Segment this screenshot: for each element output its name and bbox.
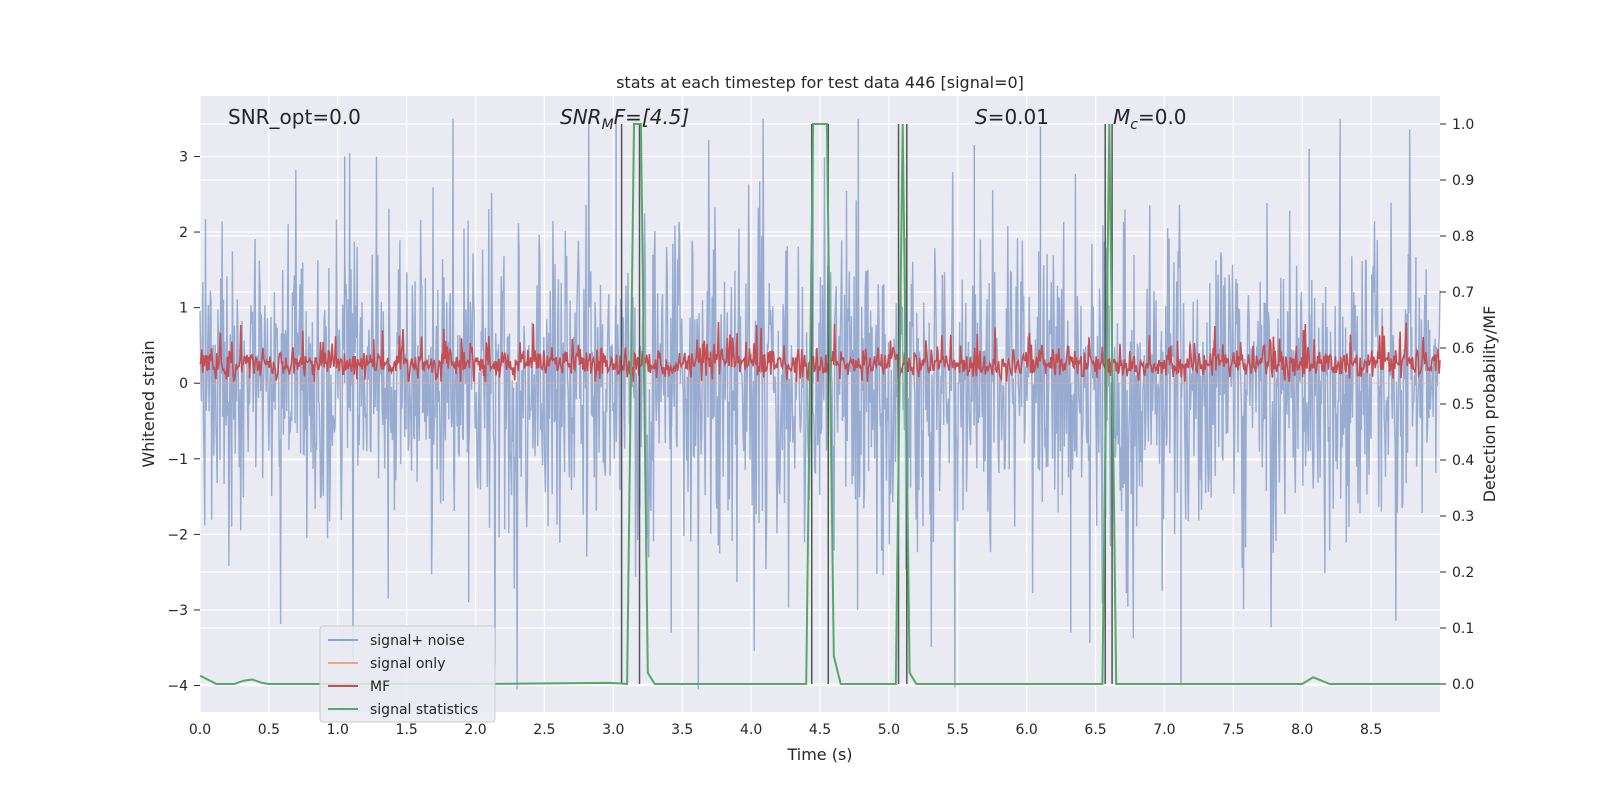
snr-mf-base: SNR (560, 105, 602, 129)
x-tick-label: 3.5 (671, 722, 693, 738)
chart-title: stats at each timestep for test data 446… (616, 73, 1024, 92)
x-tick-label: 2.0 (464, 722, 486, 738)
series-signal-noise (199, 118, 1441, 690)
snr-mf-sub: M (602, 117, 614, 133)
y-axis-label-left: Whitened strain (139, 340, 158, 467)
y-tick-label-right: 0.8 (1452, 229, 1474, 245)
y-tick-label-right: 0.5 (1452, 397, 1474, 413)
y-tick-label-right: 0.6 (1452, 341, 1474, 357)
annotation-mc: Mc=0.0 (1113, 105, 1187, 133)
s-symbol: S (975, 105, 988, 129)
y-tick-label-right: 1.0 (1452, 117, 1474, 133)
mc-subscript: c (1130, 117, 1138, 133)
legend-label-mf: MF (370, 679, 390, 695)
y-tick-label-left: −2 (167, 527, 188, 543)
y-tick-label-left: −4 (167, 679, 188, 695)
annotation-snr-opt: SNR_opt=0.0 (228, 105, 361, 129)
s-value: =0.01 (988, 105, 1049, 129)
y-tick-label-right: 0.1 (1452, 621, 1474, 637)
signal-noise-line (199, 118, 1441, 690)
annotation-s: S=0.01 (975, 105, 1049, 129)
x-tick-label: 4.5 (809, 722, 831, 738)
x-axis-label: Time (s) (786, 745, 852, 764)
signal-statistics-line (199, 123, 1440, 686)
y-tick-label-left: 3 (179, 149, 188, 165)
x-tick-label: 4.0 (740, 722, 762, 738)
x-tick-label: 6.5 (1084, 722, 1106, 738)
x-tick-label: 3.0 (602, 722, 624, 738)
y-tick-label-left: −3 (167, 603, 188, 619)
legend: signal+ noise signal only MF signal stat… (319, 625, 496, 723)
annotation-snr-mf: SNRMF=[4.5] (560, 105, 689, 133)
x-tick-label: 8.5 (1360, 722, 1382, 738)
y-tick-label-left: 1 (179, 301, 188, 317)
x-tick-label: 1.0 (327, 722, 349, 738)
y-tick-label-right: 0.2 (1452, 565, 1474, 581)
x-tick-label: 0.5 (258, 722, 280, 738)
y-tick-label-left: 2 (179, 225, 188, 241)
y-tick-label-right: 0.3 (1452, 509, 1474, 525)
y-ticks-left: −4 −3 −2 −1 0 1 2 3 (167, 149, 200, 695)
mc-value: =0.0 (1138, 105, 1187, 129)
x-tick-label: 7.5 (1222, 722, 1244, 738)
x-tick-label: 7.0 (1153, 722, 1175, 738)
legend-label-signal-statistics: signal statistics (370, 702, 478, 718)
y-tick-label-right: 0.4 (1452, 453, 1474, 469)
legend-label-signal-only: signal only (370, 656, 445, 672)
mc-symbol: M (1113, 105, 1130, 129)
x-tick-label: 1.5 (396, 722, 418, 738)
y-tick-label-left: −1 (167, 452, 188, 468)
x-ticks: 0.0 0.5 1.0 1.5 2.0 2.5 3.0 3.5 4.0 4.5 5.0 5.5 6.0 6… (189, 722, 1382, 738)
legend-box (319, 625, 496, 723)
mf-line (199, 322, 1441, 383)
series-signal-statistics (199, 123, 1440, 686)
y-tick-label-right: 0.7 (1452, 285, 1474, 301)
x-tick-label: 0.0 (189, 722, 211, 738)
series-mf (199, 322, 1441, 383)
x-tick-label: 6.0 (1016, 722, 1038, 738)
y-tick-label-right: 0.9 (1452, 173, 1474, 189)
y-axis-label-right: Detection probability/MF (1480, 306, 1499, 503)
y-tick-label-left: 0 (179, 376, 188, 392)
x-tick-label: 8.0 (1291, 722, 1313, 738)
x-tick-label: 2.5 (533, 722, 555, 738)
y-tick-label-right: 0.0 (1452, 677, 1474, 693)
snr-mf-rest-f: F=[4.5] (614, 105, 690, 129)
x-tick-label: 5.0 (878, 722, 900, 738)
y-ticks-right: 0.0 0.1 0.2 0.3 0.4 0.5 0.6 0.7 0.8 0.9 1.0 (1440, 117, 1474, 693)
legend-label-signal-noise: signal+ noise (370, 633, 465, 649)
x-tick-label: 5.5 (947, 722, 969, 738)
